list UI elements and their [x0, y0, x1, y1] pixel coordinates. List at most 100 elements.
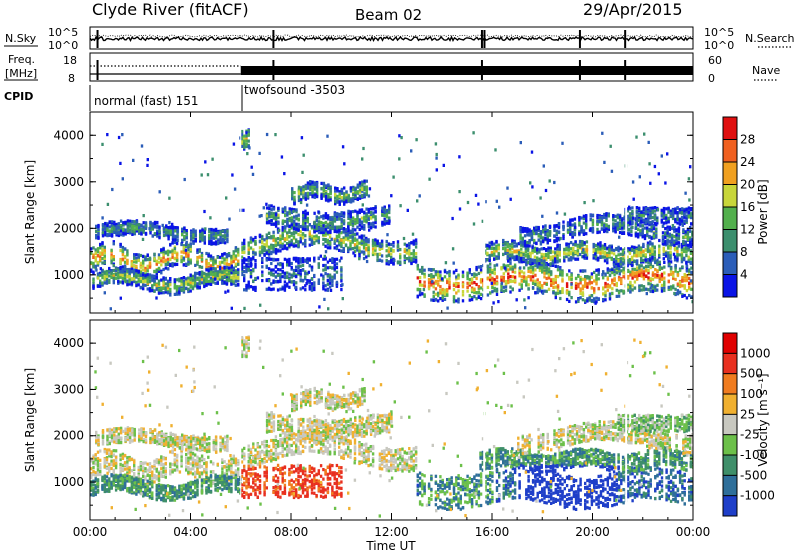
- data-cell: [351, 240, 354, 244]
- data-cell: [131, 230, 134, 234]
- data-cell: [421, 283, 424, 287]
- data-cell: [572, 248, 575, 252]
- data-cell: [306, 217, 309, 221]
- data-cell: [310, 277, 314, 281]
- data-cell: [568, 269, 571, 273]
- data-cell: [586, 275, 589, 279]
- data-cell: [286, 220, 289, 225]
- data-cell: [126, 249, 129, 253]
- data-cell: [169, 233, 172, 237]
- data-cell: [558, 258, 561, 262]
- beam-title: Beam 02: [355, 6, 422, 24]
- data-cell: [103, 249, 106, 253]
- data-cell: [286, 263, 289, 267]
- data-cell: [688, 287, 691, 291]
- data-cell: [310, 288, 314, 292]
- data-cell: [210, 241, 213, 245]
- data-cell: [169, 287, 172, 291]
- data-cell: [135, 226, 139, 230]
- data-cell: [611, 268, 614, 272]
- data-cell: [361, 187, 364, 192]
- data-cell: [468, 268, 471, 272]
- data-cell: [427, 273, 431, 277]
- data-cell: [365, 246, 368, 250]
- data-cell: [237, 276, 240, 280]
- data-cell: [94, 251, 97, 255]
- data-cell: [166, 261, 170, 265]
- data-cell: [219, 232, 222, 236]
- data-cell: [595, 268, 598, 272]
- data-cell: [508, 250, 512, 254]
- data-cell: [434, 279, 438, 283]
- data-cell: [536, 259, 539, 263]
- data-cell: [140, 228, 143, 232]
- data-cell: [137, 270, 140, 274]
- data-cell: [342, 219, 346, 223]
- data-cell: [493, 249, 496, 254]
- data-cell: [522, 252, 525, 257]
- data-cell: [556, 268, 560, 272]
- data-cell: [315, 236, 318, 240]
- data-cell: [540, 252, 543, 256]
- data-cell: [112, 258, 115, 262]
- data-cell: [117, 281, 120, 285]
- data-cell: [130, 281, 134, 285]
- data-cell: [121, 266, 125, 270]
- data-cell: [455, 275, 458, 279]
- data-cell: [324, 225, 328, 229]
- data-cell: [110, 275, 113, 279]
- data-cell: [495, 282, 499, 286]
- data-cell: [628, 247, 632, 251]
- data-cell: [333, 246, 336, 250]
- data-cell: [518, 271, 521, 275]
- data-cell: [365, 217, 368, 221]
- data-cell: [121, 257, 125, 261]
- data-cell: [486, 258, 489, 262]
- data-cell: [133, 220, 136, 224]
- data-cell: [363, 224, 366, 228]
- data-cell: [103, 277, 106, 281]
- data-cell: [313, 235, 316, 239]
- data-cell: [155, 287, 158, 291]
- data-cell: [189, 289, 192, 293]
- data-cell: [608, 268, 612, 272]
- data-cell: [308, 243, 311, 247]
- data-cell: [335, 247, 339, 251]
- data-cell: [340, 249, 343, 253]
- data-cell: [410, 252, 413, 256]
- data-cell: [561, 271, 564, 275]
- data-cell: [518, 274, 521, 278]
- data-cell: [324, 288, 327, 292]
- data-cell: [317, 230, 321, 235]
- data-cell: [635, 261, 638, 265]
- data-cell: [534, 273, 537, 277]
- data-cell: [488, 241, 491, 245]
- data-cell: [108, 225, 111, 229]
- data-cell: [385, 215, 389, 219]
- data-cell: [155, 262, 158, 266]
- data-cell: [680, 257, 684, 261]
- data-cell: [340, 211, 343, 215]
- data-cell: [328, 241, 332, 245]
- data-cell: [281, 247, 284, 251]
- data-cell: [690, 266, 693, 270]
- data-cell: [135, 280, 138, 285]
- data-cell: [209, 264, 213, 268]
- data-cell: [390, 242, 393, 247]
- data-cell: [310, 237, 314, 241]
- data-cell: [599, 249, 602, 253]
- data-cell: [479, 297, 483, 301]
- data-cell: [288, 235, 291, 239]
- data-cell: [504, 251, 507, 255]
- data-cell: [574, 250, 577, 254]
- data-cell: [549, 247, 552, 251]
- data-cell: [270, 282, 273, 286]
- data-cell: [331, 259, 334, 263]
- data-cell: [556, 291, 560, 295]
- data-cell: [96, 272, 100, 276]
- data-cell: [328, 275, 332, 279]
- data-cell: [405, 248, 409, 252]
- data-cell: [533, 249, 537, 253]
- data-cell: [342, 249, 345, 253]
- data-cell: [385, 209, 389, 213]
